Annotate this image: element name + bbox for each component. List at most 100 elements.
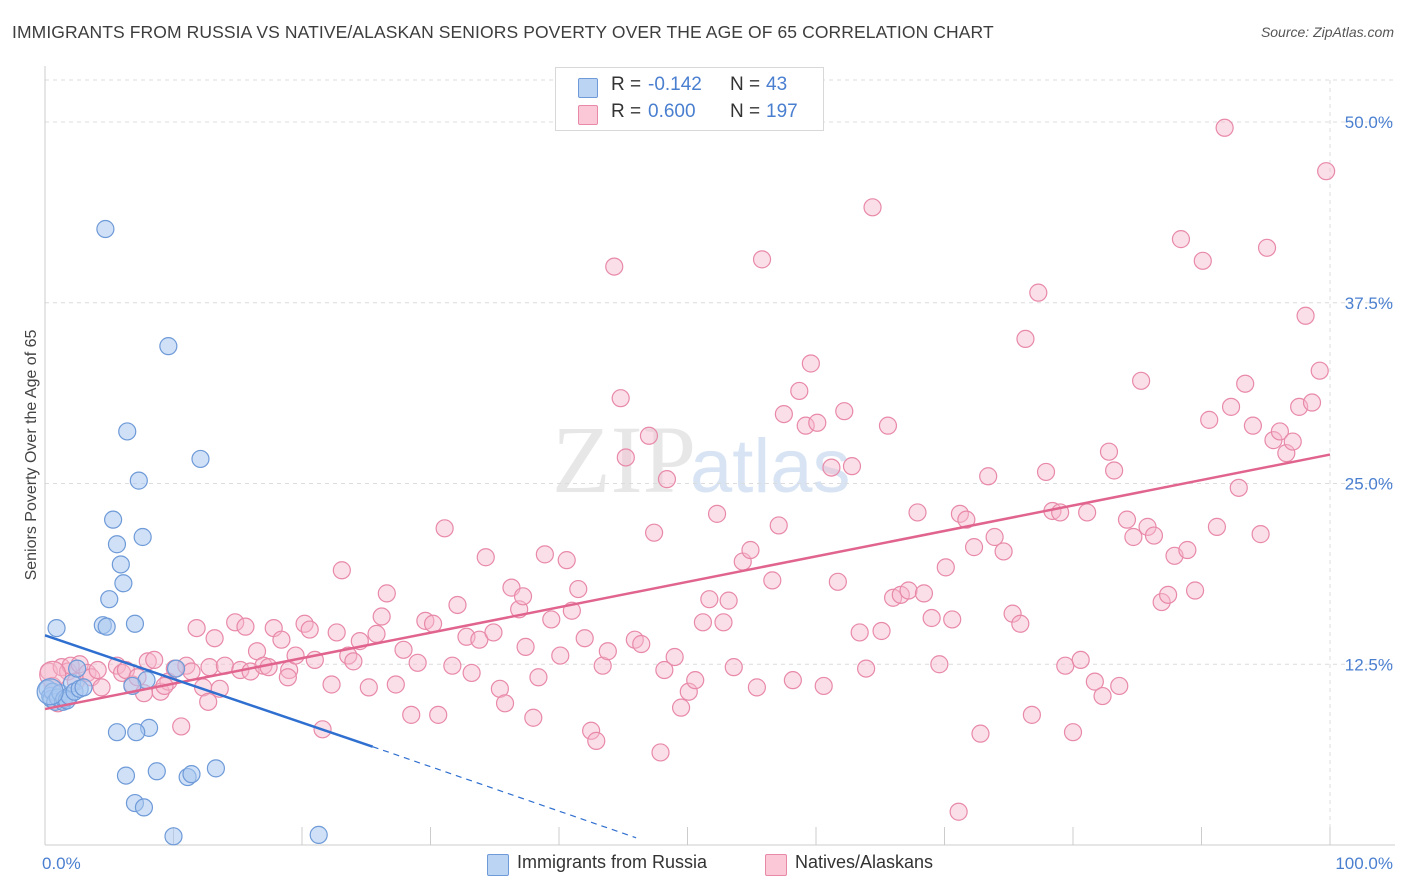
natives-point bbox=[655, 660, 674, 680]
natives-point bbox=[386, 675, 405, 694]
y-tick-labels: 12.5% 25.0% 37.5% 50.0% bbox=[1345, 113, 1393, 674]
russia-trend-line bbox=[44, 634, 374, 748]
natives-point bbox=[1132, 371, 1151, 390]
natives-point bbox=[943, 610, 962, 629]
n-label: N = bbox=[730, 101, 761, 122]
natives-point bbox=[1144, 526, 1164, 545]
natives-point bbox=[332, 561, 351, 580]
natives-point bbox=[693, 613, 713, 632]
russia-point bbox=[127, 723, 146, 742]
natives-point bbox=[92, 678, 111, 697]
y-tick-label: 25.0% bbox=[1345, 475, 1393, 494]
natives-point bbox=[322, 675, 341, 694]
natives-point bbox=[1003, 604, 1022, 623]
natives-point bbox=[199, 692, 218, 711]
x-tick-label-max: 100.0% bbox=[1335, 854, 1393, 873]
natives-point bbox=[187, 618, 206, 638]
natives-point bbox=[1251, 525, 1270, 544]
chart-source: Source: ZipAtlas.com bbox=[1260, 24, 1394, 40]
natives-point bbox=[671, 698, 691, 717]
russia-point bbox=[118, 422, 137, 441]
natives-point bbox=[801, 354, 820, 373]
natives-point bbox=[145, 650, 164, 670]
russia-point bbox=[147, 762, 166, 781]
correlation-stats-box: R = -0.142 N = 43 R = 0.600 N = 197 bbox=[555, 67, 824, 131]
legend-label: Immigrants from Russia bbox=[517, 852, 708, 872]
natives-point bbox=[344, 652, 363, 671]
russia-point bbox=[68, 659, 87, 678]
natives-point bbox=[1257, 238, 1277, 257]
natives-point bbox=[339, 646, 358, 665]
natives-point bbox=[1099, 442, 1119, 461]
natives-point bbox=[686, 671, 705, 690]
russia-trend-line-extension bbox=[372, 746, 637, 839]
russia-point bbox=[107, 535, 127, 554]
natives-point bbox=[575, 629, 594, 648]
russia-point bbox=[206, 759, 226, 778]
natives-point bbox=[367, 624, 386, 643]
natives-point bbox=[402, 705, 421, 724]
russia-immigrants-points bbox=[36, 219, 328, 846]
natives-point bbox=[994, 542, 1013, 561]
natives-point bbox=[1078, 503, 1097, 522]
y-tick-label: 37.5% bbox=[1345, 294, 1393, 313]
russia-point bbox=[96, 219, 115, 239]
natives-point bbox=[435, 519, 454, 538]
natives-point bbox=[1158, 585, 1178, 604]
natives-point bbox=[957, 510, 976, 529]
natives-point bbox=[272, 630, 291, 649]
natives-point bbox=[394, 640, 413, 659]
russia-point bbox=[104, 510, 123, 529]
natives-point bbox=[278, 668, 297, 687]
natives-point bbox=[644, 523, 664, 542]
natives-point bbox=[1229, 478, 1248, 497]
axes bbox=[44, 66, 1395, 846]
natives-point bbox=[542, 610, 561, 629]
watermark-atlas: atlas bbox=[690, 424, 851, 509]
natives-point bbox=[516, 637, 535, 656]
natives-point bbox=[359, 678, 378, 697]
natives-point bbox=[985, 527, 1004, 547]
natives-point bbox=[752, 250, 772, 269]
natives-point bbox=[863, 198, 882, 217]
natives-point bbox=[1221, 397, 1241, 416]
natives-point bbox=[182, 662, 201, 681]
natives-point bbox=[783, 671, 802, 690]
natives-point bbox=[1124, 527, 1143, 547]
russia-point bbox=[159, 337, 178, 356]
natives-point bbox=[408, 653, 427, 672]
russia-point-cluster bbox=[36, 678, 64, 706]
natives-point bbox=[657, 470, 677, 489]
natives-point bbox=[679, 682, 698, 701]
natives-point bbox=[741, 540, 760, 560]
russia-point bbox=[74, 678, 93, 697]
x-tick-labels: 0.0% 100.0% bbox=[42, 854, 1393, 873]
x-tick-label-min: 0.0% bbox=[42, 854, 81, 873]
natives-point bbox=[700, 590, 719, 609]
natives-point bbox=[423, 614, 443, 633]
russia-point bbox=[182, 765, 201, 784]
natives-point bbox=[484, 623, 503, 642]
russia-point bbox=[134, 798, 154, 817]
y-axis-label: Seniors Poverty Over the Age of 65 bbox=[23, 330, 40, 581]
natives-point bbox=[1093, 686, 1112, 706]
watermark-zip: ZIP bbox=[552, 406, 696, 513]
natives-point bbox=[632, 634, 651, 654]
natives-point bbox=[569, 579, 588, 599]
russia-point bbox=[129, 471, 148, 490]
natives-point bbox=[300, 620, 319, 639]
natives-point bbox=[557, 551, 576, 570]
natives-point bbox=[1105, 461, 1124, 480]
natives-point bbox=[979, 467, 998, 486]
y-tick-label: 50.0% bbox=[1345, 113, 1393, 132]
natives-point bbox=[914, 584, 934, 603]
n-value: 43 bbox=[766, 74, 788, 95]
watermark: ZIP atlas bbox=[552, 406, 851, 513]
natives-point bbox=[1236, 374, 1255, 393]
r-label: R = bbox=[611, 101, 642, 122]
r-value: 0.600 bbox=[648, 101, 696, 122]
n-value: 197 bbox=[766, 101, 798, 122]
natives-point bbox=[808, 413, 827, 432]
natives-point bbox=[226, 613, 245, 632]
natives-point bbox=[1296, 306, 1315, 325]
